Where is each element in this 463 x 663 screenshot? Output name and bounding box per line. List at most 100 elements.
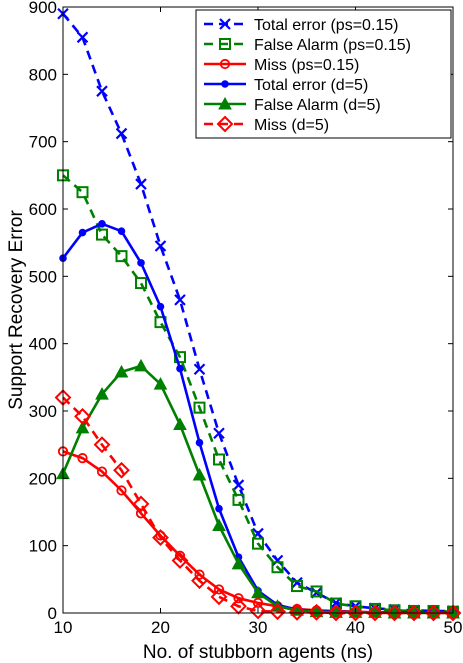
legend-label: False Alarm (ps=0.15) bbox=[254, 37, 411, 54]
data-point bbox=[75, 420, 90, 434]
data-point bbox=[347, 604, 364, 622]
data-point bbox=[195, 438, 204, 447]
data-point bbox=[176, 364, 184, 373]
legend-marker bbox=[218, 96, 232, 110]
data-point bbox=[116, 485, 127, 496]
data-point bbox=[174, 294, 186, 306]
data-point bbox=[193, 401, 206, 414]
y-tick-label: 300 bbox=[29, 402, 57, 421]
data-point bbox=[171, 552, 189, 569]
data-point bbox=[153, 377, 168, 390]
data-point bbox=[115, 127, 128, 140]
legend-marker bbox=[219, 18, 231, 30]
x-tick-label: 50 bbox=[444, 618, 463, 637]
legend-marker bbox=[221, 80, 229, 88]
data-point bbox=[213, 427, 225, 439]
data-point bbox=[212, 518, 226, 531]
legend-box bbox=[195, 9, 452, 139]
data-point bbox=[173, 417, 187, 430]
data-point bbox=[96, 85, 108, 97]
data-point bbox=[327, 604, 345, 622]
legend-entry: Total error (ps=0.15) bbox=[204, 17, 399, 34]
data-point bbox=[425, 604, 442, 622]
data-point bbox=[93, 436, 111, 454]
data-point bbox=[135, 178, 147, 190]
data-point bbox=[156, 302, 165, 311]
data-point bbox=[193, 363, 206, 376]
data-point bbox=[386, 604, 403, 622]
data-point bbox=[78, 228, 87, 237]
data-point bbox=[269, 603, 286, 621]
data-point bbox=[135, 277, 147, 290]
data-point bbox=[310, 585, 323, 598]
data-point bbox=[95, 387, 109, 400]
legend-entry: Miss (ps=0.15) bbox=[204, 57, 359, 74]
legend-marker bbox=[219, 58, 231, 70]
y-tick-label: 0 bbox=[48, 604, 57, 623]
data-point bbox=[152, 529, 169, 547]
data-point bbox=[308, 603, 325, 621]
y-tick-label: 900 bbox=[29, 0, 57, 17]
legend-entry: Miss (d=5) bbox=[204, 115, 329, 134]
legend-label: Miss (d=5) bbox=[254, 117, 329, 134]
x-tick-label: 20 bbox=[151, 618, 170, 637]
y-tick-label: 200 bbox=[29, 469, 57, 488]
legend-entry: Total error (d=5) bbox=[204, 77, 368, 94]
data-point bbox=[210, 588, 228, 606]
data-point bbox=[76, 31, 89, 44]
data-point bbox=[213, 584, 225, 595]
x-tick-label: 10 bbox=[54, 618, 73, 637]
legend-label: Total error (ps=0.15) bbox=[254, 17, 399, 34]
data-point bbox=[113, 461, 130, 479]
data-point bbox=[232, 493, 245, 506]
data-point bbox=[405, 604, 423, 622]
data-point bbox=[231, 556, 246, 570]
data-point bbox=[251, 585, 265, 599]
data-point bbox=[96, 228, 108, 241]
data-point bbox=[444, 604, 462, 622]
data-point bbox=[249, 602, 267, 620]
data-point bbox=[288, 603, 306, 621]
legend-label: Miss (ps=0.15) bbox=[254, 57, 359, 74]
data-point bbox=[137, 259, 145, 267]
data-point bbox=[74, 407, 91, 425]
data-point bbox=[96, 466, 108, 477]
x-axis-label: No. of stubborn agents (ns) bbox=[143, 642, 373, 663]
data-point bbox=[215, 504, 223, 513]
series-line bbox=[62, 174, 454, 613]
legend: Total error (ps=0.15) False Alarm (ps=0.1… bbox=[195, 9, 452, 139]
data-point bbox=[174, 351, 186, 364]
x-tick-label: 40 bbox=[346, 618, 365, 637]
data-point bbox=[114, 364, 129, 378]
legend-label: False Alarm (d=5) bbox=[254, 97, 381, 114]
legend-marker bbox=[216, 115, 234, 133]
data-point bbox=[98, 220, 106, 228]
data-point bbox=[194, 569, 205, 580]
data-point bbox=[117, 227, 126, 236]
y-tick-label: 600 bbox=[29, 200, 57, 219]
data-point bbox=[213, 453, 225, 466]
data-point bbox=[134, 358, 148, 372]
y-axis-label: Support Recovery Error bbox=[6, 210, 27, 410]
data-point bbox=[232, 479, 245, 491]
data-point bbox=[252, 537, 264, 550]
data-point bbox=[233, 593, 244, 604]
data-point bbox=[115, 250, 128, 263]
legend-label: Total error (d=5) bbox=[254, 77, 368, 94]
y-tick-label: 800 bbox=[29, 65, 57, 84]
y-tick-label: 500 bbox=[29, 267, 57, 286]
data-point bbox=[271, 554, 284, 567]
data-point bbox=[191, 572, 208, 590]
y-tick-label: 100 bbox=[29, 537, 57, 556]
legend-entry: False Alarm (d=5) bbox=[204, 96, 381, 114]
data-point bbox=[252, 597, 264, 609]
data-point bbox=[76, 186, 89, 199]
legend-entry: False Alarm (ps=0.15) bbox=[204, 37, 411, 54]
data-point bbox=[77, 453, 88, 464]
data-point bbox=[271, 561, 284, 574]
data-point bbox=[154, 240, 167, 252]
data-point bbox=[132, 495, 150, 513]
y-tick-label: 400 bbox=[29, 335, 57, 354]
